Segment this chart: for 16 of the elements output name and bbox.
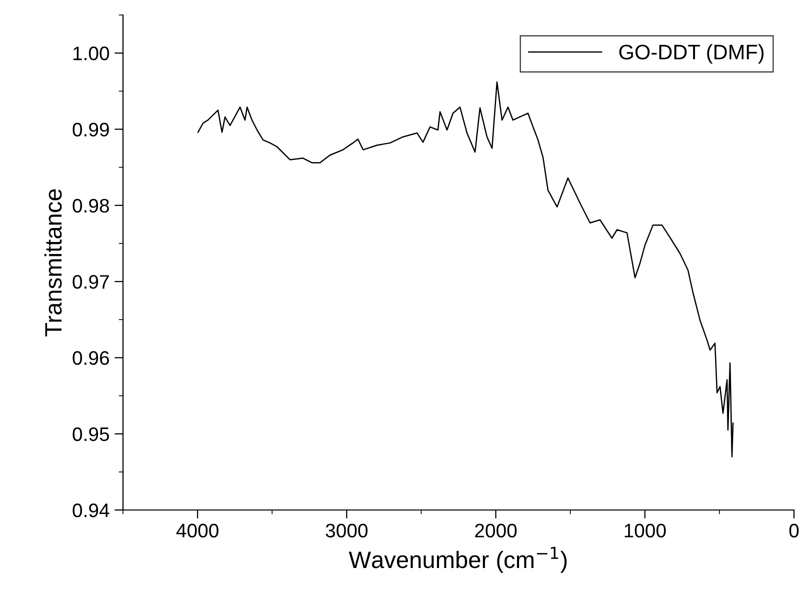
x-tick-label: 3000 — [326, 524, 368, 538]
x-tick-label: 1000 — [624, 524, 666, 538]
line-series — [197, 81, 734, 458]
x-tick-label: 0 — [789, 524, 799, 538]
y-tick-label: 0.99 — [72, 122, 109, 136]
y-axis-title: Transmittance — [44, 189, 62, 336]
y-tick-label: 0.98 — [72, 198, 109, 213]
x-tick-label: 2000 — [475, 524, 517, 538]
legend-label: GO-DDT (DMF) — [619, 44, 764, 64]
x-axis-title: Wavenumber (cm$^{−1}$) — [348, 546, 567, 573]
y-tick-label: 0.95 — [72, 427, 109, 442]
y-tick-label: 0.96 — [72, 351, 109, 365]
y-tick-label: 0.94 — [72, 503, 110, 518]
y-tick-label: 0.97 — [72, 275, 109, 289]
y-tick-label: 1.00 — [73, 46, 110, 60]
x-tick-label: 4000 — [176, 524, 218, 538]
